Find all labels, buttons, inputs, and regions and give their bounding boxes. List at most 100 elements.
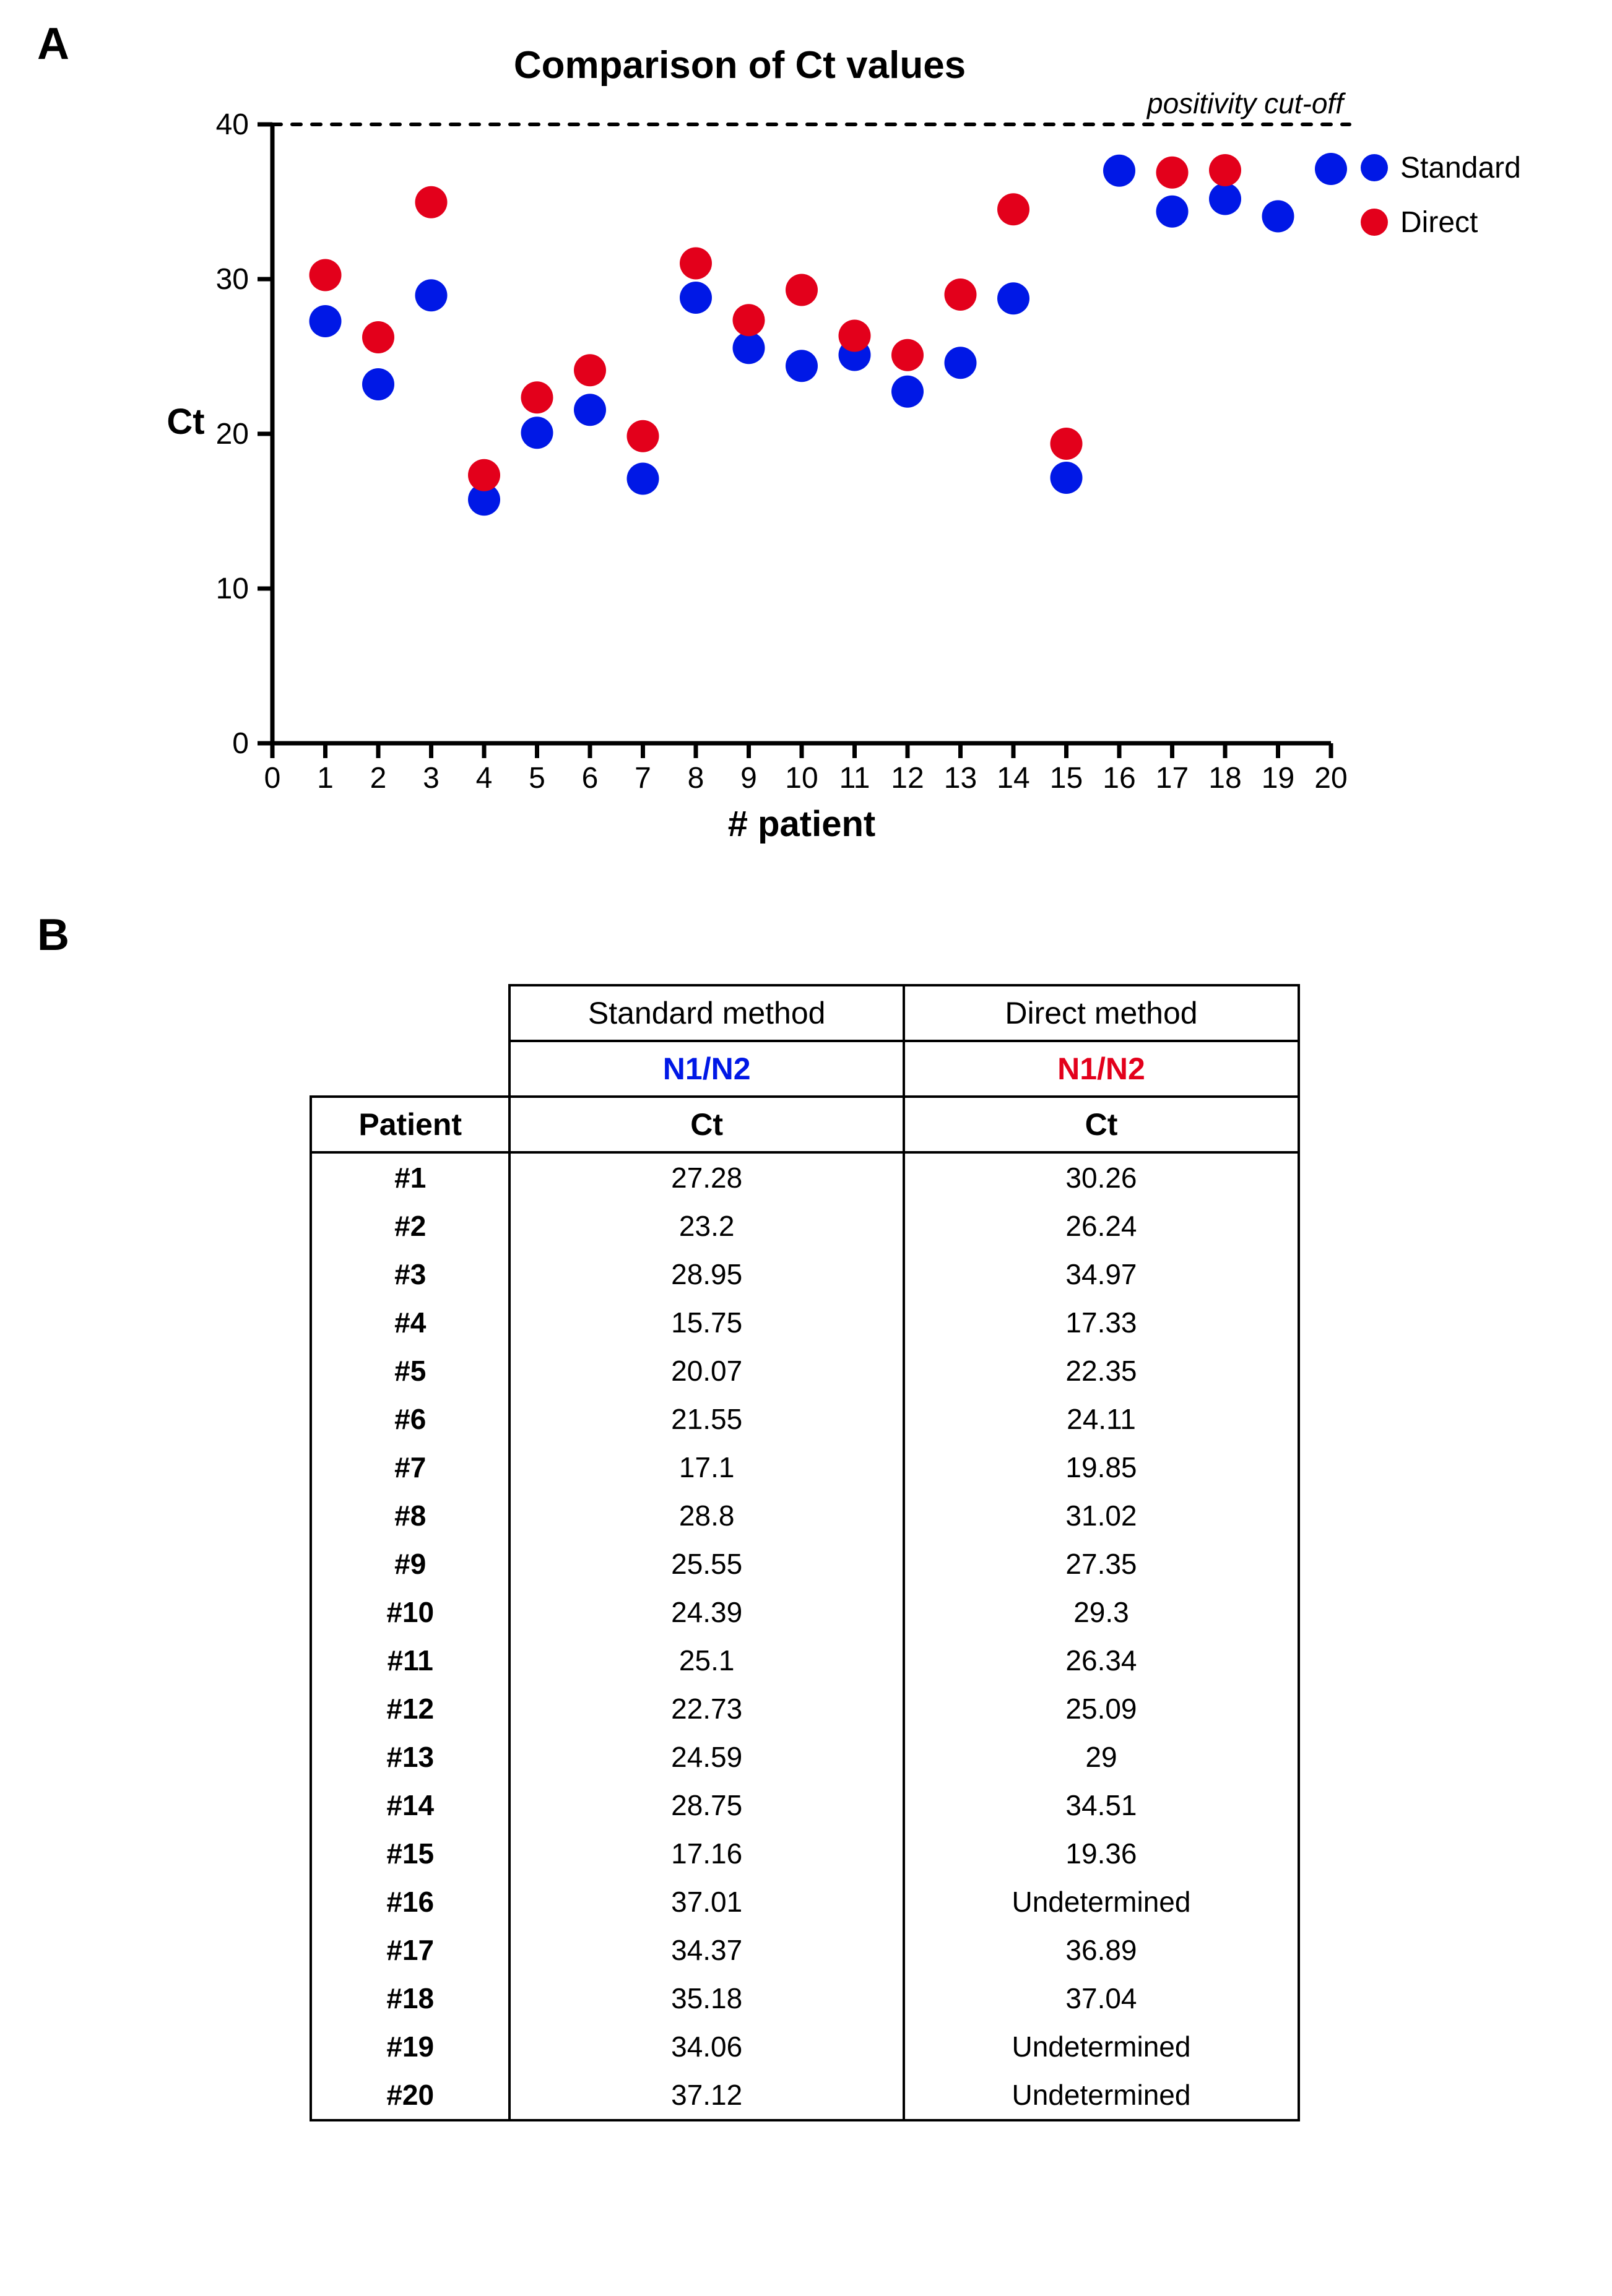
table-row: #1517.1619.36 — [311, 1829, 1299, 1878]
chart-title: Comparison of Ct values — [210, 43, 1269, 87]
standard-cell: 28.8 — [509, 1491, 904, 1540]
svg-text:12: 12 — [891, 762, 924, 795]
standard-cell: 34.06 — [509, 2022, 904, 2071]
chart-point — [733, 304, 765, 336]
chart-point — [839, 320, 871, 352]
standard-cell: 24.59 — [509, 1733, 904, 1781]
chart-point — [310, 259, 342, 291]
subheader-standard: N1/N2 — [509, 1041, 904, 1097]
patient-cell: #15 — [311, 1829, 509, 1878]
svg-text:16: 16 — [1103, 762, 1135, 795]
standard-cell: 17.16 — [509, 1829, 904, 1878]
table-cell — [311, 1041, 509, 1097]
patient-cell: #19 — [311, 2022, 509, 2071]
direct-cell: 26.24 — [904, 1202, 1299, 1250]
chart-point — [1051, 462, 1083, 494]
svg-text:10: 10 — [216, 572, 249, 605]
chart-point — [362, 368, 394, 400]
table-row: #1637.01Undetermined — [311, 1878, 1299, 1926]
svg-text:8: 8 — [688, 762, 704, 795]
direct-cell: 19.85 — [904, 1443, 1299, 1491]
table-row: #1324.5929 — [311, 1733, 1299, 1781]
chart-svg: positivity cut-off0102030400123456789101… — [161, 87, 1572, 867]
chart-point — [1156, 157, 1189, 189]
svg-text:19: 19 — [1262, 762, 1294, 795]
chart-point — [1103, 155, 1135, 187]
chart-point — [574, 354, 606, 386]
patient-cell: #12 — [311, 1685, 509, 1733]
svg-text:40: 40 — [216, 108, 249, 141]
svg-text:17: 17 — [1156, 762, 1189, 795]
chart-point — [891, 376, 924, 408]
standard-cell: 27.28 — [509, 1152, 904, 1202]
chart-point — [310, 305, 342, 337]
standard-cell: 23.2 — [509, 1202, 904, 1250]
table-row: #1734.3736.89 — [311, 1926, 1299, 1974]
patient-cell: #1 — [311, 1152, 509, 1202]
table-row: #621.5524.11 — [311, 1395, 1299, 1443]
direct-cell: 26.34 — [904, 1636, 1299, 1685]
direct-cell: 22.35 — [904, 1347, 1299, 1395]
panel-b-label: B — [37, 910, 69, 960]
standard-cell: 34.37 — [509, 1926, 904, 1974]
standard-cell: 17.1 — [509, 1443, 904, 1491]
y-axis-label: Ct — [167, 402, 204, 442]
svg-text:6: 6 — [582, 762, 599, 795]
data-table-host: Standard methodDirect methodN1/N2N1/N2Pa… — [310, 984, 1300, 2121]
table-row: #925.5527.35 — [311, 1540, 1299, 1588]
table-row: #415.7517.33 — [311, 1298, 1299, 1347]
patient-cell: #3 — [311, 1250, 509, 1298]
svg-text:20: 20 — [1314, 762, 1347, 795]
svg-text:0: 0 — [264, 762, 281, 795]
patient-cell: #11 — [311, 1636, 509, 1685]
standard-cell: 24.39 — [509, 1588, 904, 1636]
chart-point — [1209, 154, 1241, 186]
chart-point — [627, 420, 659, 452]
direct-cell: 25.09 — [904, 1685, 1299, 1733]
x-axis-label: # patient — [728, 804, 876, 844]
direct-cell: 17.33 — [904, 1298, 1299, 1347]
direct-cell: 34.51 — [904, 1781, 1299, 1829]
figure-page: A Comparison of Ct values positivity cut… — [0, 0, 1612, 2296]
svg-text:1: 1 — [317, 762, 334, 795]
direct-cell: Undetermined — [904, 2071, 1299, 2120]
chart-point — [415, 186, 448, 218]
patient-cell: #4 — [311, 1298, 509, 1347]
standard-cell: 28.95 — [509, 1250, 904, 1298]
chart-point — [521, 416, 553, 449]
chart-point — [1209, 183, 1241, 215]
chart-point — [521, 381, 553, 413]
svg-text:0: 0 — [232, 727, 249, 760]
chart-point — [574, 394, 606, 426]
chart-point — [945, 278, 977, 311]
svg-text:7: 7 — [635, 762, 651, 795]
direct-cell: 37.04 — [904, 1974, 1299, 2022]
svg-text:2: 2 — [370, 762, 387, 795]
cutoff-label: positivity cut-off — [1146, 87, 1346, 119]
legend-marker — [1361, 209, 1388, 236]
table-row: #1934.06Undetermined — [311, 2022, 1299, 2071]
direct-cell: 36.89 — [904, 1926, 1299, 1974]
table-row: #223.226.24 — [311, 1202, 1299, 1250]
direct-cell: 27.35 — [904, 1540, 1299, 1588]
svg-text:9: 9 — [740, 762, 757, 795]
patient-cell: #6 — [311, 1395, 509, 1443]
chart-point — [1051, 428, 1083, 460]
col-header-direct: Direct method — [904, 985, 1299, 1041]
standard-cell: 35.18 — [509, 1974, 904, 2022]
svg-text:5: 5 — [529, 762, 545, 795]
chart-point — [786, 274, 818, 306]
patient-cell: #13 — [311, 1733, 509, 1781]
standard-cell: 21.55 — [509, 1395, 904, 1443]
table-cell — [311, 985, 509, 1041]
svg-text:13: 13 — [944, 762, 977, 795]
data-table: Standard methodDirect methodN1/N2N1/N2Pa… — [310, 984, 1300, 2121]
direct-cell: Undetermined — [904, 1878, 1299, 1926]
standard-cell: 25.1 — [509, 1636, 904, 1685]
patient-cell: #8 — [311, 1491, 509, 1540]
table-row: #1428.7534.51 — [311, 1781, 1299, 1829]
chart-point — [945, 347, 977, 379]
table-row: #127.2830.26 — [311, 1152, 1299, 1202]
svg-text:15: 15 — [1050, 762, 1083, 795]
patient-cell: #9 — [311, 1540, 509, 1588]
